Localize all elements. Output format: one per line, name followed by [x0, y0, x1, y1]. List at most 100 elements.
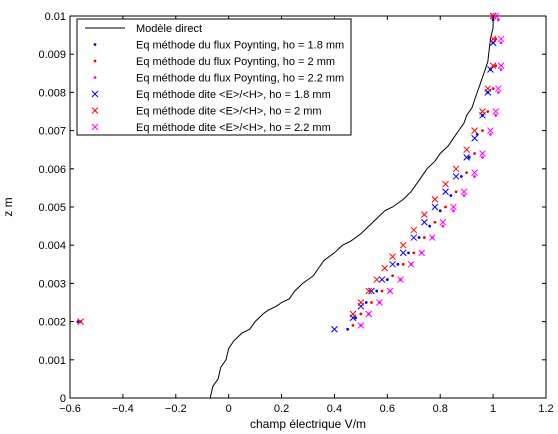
x-tick-label: 1 [490, 403, 496, 415]
data-point-x [479, 150, 486, 157]
data-point-x [381, 264, 389, 272]
y-tick-label: 0 [60, 393, 66, 405]
y-tick-label: 0.009 [38, 49, 66, 61]
legend-swatch [93, 59, 97, 63]
data-point [433, 220, 437, 224]
data-point-x [428, 234, 436, 241]
data-point [486, 110, 490, 113]
x-axis: −0.6 −0.4 −0.2 0 0.2 0.4 0.6 0.8 1 1.2 [59, 16, 554, 415]
x-tick-label: 0.6 [380, 403, 395, 415]
data-point [417, 236, 421, 239]
data-point [401, 262, 405, 266]
data-point [380, 289, 384, 293]
y-tick-label: 0.007 [38, 126, 66, 138]
legend-label: Eq méthode dite <E>/<H>, ho = 1.8 mm [136, 89, 331, 101]
data-point [494, 64, 498, 68]
data-point-x [497, 62, 505, 70]
data-point [462, 194, 466, 197]
x-axis-label: champ électrique V/m [250, 417, 366, 431]
x-tick-label: 0.8 [433, 403, 448, 415]
legend-label: Eq méthode du flux Poynting, ho = 2 mm [136, 56, 335, 68]
data-point [499, 68, 503, 71]
data-point-x [368, 287, 375, 295]
legend-box [76, 18, 352, 136]
data-point [497, 18, 500, 22]
data-point [459, 175, 463, 178]
x-tick-label: 0 [226, 403, 232, 415]
x-tick-label: 0.2 [274, 403, 289, 415]
legend-label: Eq méthode du flux Poynting, ho = 1.8 mm [136, 40, 344, 52]
legend-swatch [93, 43, 97, 46]
y-tick-label: 0.001 [38, 355, 66, 367]
y-tick-label: 0.01 [45, 11, 66, 23]
data-point [491, 87, 495, 90]
data-point-x [365, 310, 373, 318]
series-5 [77, 12, 497, 325]
data-point-x [399, 241, 407, 249]
data-point [375, 289, 379, 293]
data-point-x [442, 180, 449, 188]
data-point [441, 224, 445, 228]
data-point-x [479, 108, 486, 115]
data-point [473, 152, 476, 155]
data-point-x [471, 169, 478, 176]
data-point [422, 236, 426, 239]
y-tick-label: 0.005 [38, 202, 66, 214]
y-tick-label: 0.006 [38, 164, 66, 176]
data-point-x [421, 218, 428, 226]
data-point-x [489, 62, 497, 70]
data-point-x [386, 287, 394, 295]
legend: Modèle direct Eq méthode du flux Poynting… [76, 18, 352, 136]
data-point-x [349, 310, 357, 318]
series-6 [357, 12, 505, 329]
data-point-x [389, 253, 396, 261]
data-point-x [378, 276, 386, 283]
data-point [444, 205, 447, 209]
data-point [76, 320, 80, 323]
data-point-x [399, 249, 407, 257]
x-tick-label: −0.2 [165, 403, 187, 415]
data-point-x [376, 299, 383, 306]
data-point [465, 171, 469, 175]
data-point [494, 113, 498, 117]
data-point-x [397, 276, 404, 283]
legend-label: Modèle direct [136, 23, 202, 35]
y-axis-label: z m [1, 197, 15, 216]
data-point-x [421, 211, 428, 218]
data-point [396, 262, 400, 266]
data-point-x [410, 226, 418, 234]
data-point [467, 155, 471, 159]
data-point-x [439, 218, 447, 226]
data-point-x [431, 203, 439, 211]
data-point-x [452, 165, 460, 173]
data-point-x [373, 276, 381, 283]
y-tick-label: 0.003 [38, 278, 66, 290]
data-point-x [471, 127, 478, 134]
data-point-x [471, 134, 478, 142]
x-tick-label: 1.2 [538, 403, 553, 415]
data-point [499, 41, 503, 45]
data-point-x [489, 35, 497, 43]
series-layer [76, 12, 505, 399]
data-point-x [487, 127, 494, 134]
data-point-x [357, 322, 365, 329]
series-0 [209, 16, 494, 399]
series-1 [76, 18, 495, 331]
data-point-x [357, 299, 365, 306]
y-tick-label: 0.008 [38, 87, 66, 99]
legend-label: Eq méthode du flux Poynting, ho = 2.2 mm [136, 73, 344, 85]
data-point [438, 209, 442, 213]
data-point [449, 194, 453, 197]
data-point [346, 327, 350, 331]
data-point [494, 37, 498, 41]
x-tick-label: −0.6 [59, 403, 81, 415]
data-point-x [492, 12, 500, 20]
data-point [359, 312, 363, 316]
legend-label: Eq méthode dite <E>/<H>, ho = 2 mm [136, 106, 322, 118]
data-point [351, 324, 355, 327]
y-axis: 0 0.001 0.002 0.003 0.004 0.005 0.006 0.007 0.00… [38, 11, 546, 405]
y-tick-label: 0.002 [38, 317, 66, 329]
data-point-x [460, 188, 468, 196]
data-point-x [463, 153, 471, 161]
data-point-x [484, 85, 492, 92]
